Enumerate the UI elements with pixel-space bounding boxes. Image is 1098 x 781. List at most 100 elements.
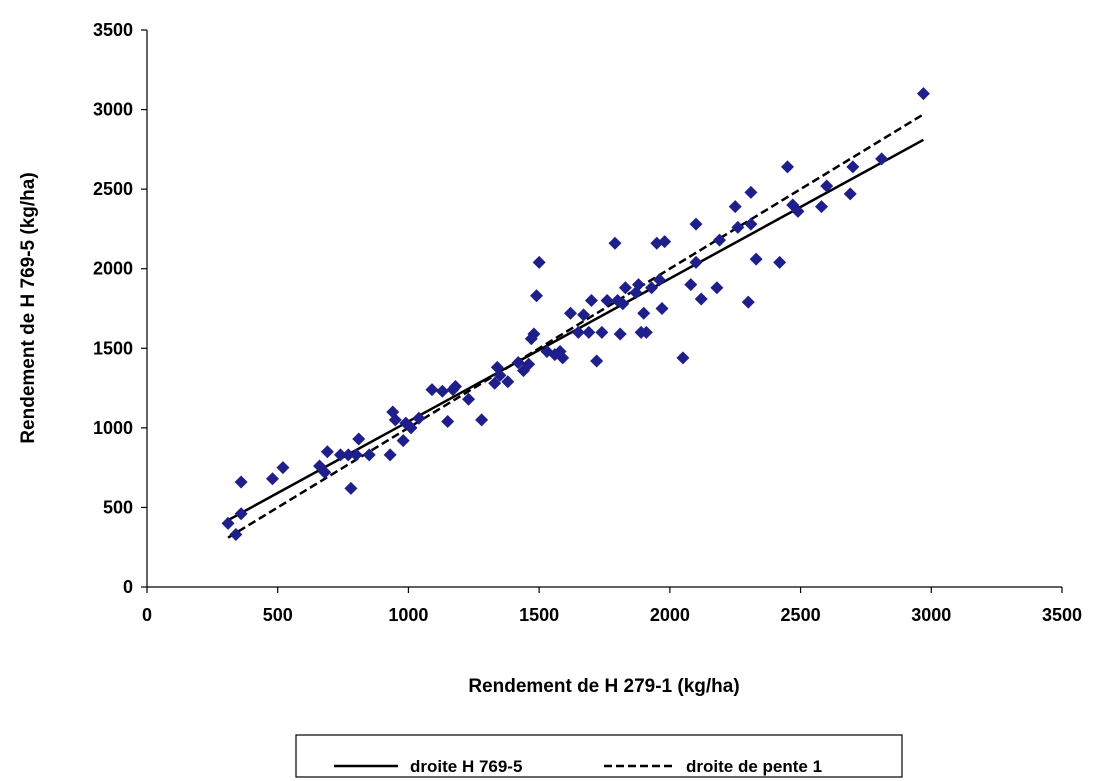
scatter-point — [658, 235, 672, 249]
scatter-point — [425, 383, 439, 397]
scatter-point — [875, 152, 889, 166]
scatter-point — [412, 411, 426, 425]
scatter-point — [229, 527, 243, 541]
scatter-point — [741, 295, 755, 309]
x-tick-label: 500 — [263, 605, 293, 625]
scatter-point — [571, 325, 585, 339]
scatter-point — [820, 179, 834, 193]
scatter-point — [689, 255, 703, 269]
scatter-point — [584, 294, 598, 308]
scatter-point — [318, 465, 332, 479]
scatter-point — [608, 236, 622, 250]
scatter-point — [814, 200, 828, 214]
scatter-point — [441, 414, 455, 428]
scatter-point — [791, 204, 805, 218]
scatter-point — [362, 448, 376, 462]
x-tick-label: 1000 — [388, 605, 428, 625]
scatter-point — [728, 200, 742, 214]
scatter-point — [488, 376, 502, 390]
scatter-point — [689, 217, 703, 231]
scatter-point — [655, 302, 669, 315]
scatter-point — [556, 351, 570, 365]
scatter-point — [744, 185, 758, 199]
x-tick-label: 2500 — [781, 605, 821, 625]
scatter-point — [341, 448, 355, 462]
scatter-point — [694, 292, 708, 306]
scatter-point — [320, 445, 334, 459]
scatter-point — [713, 233, 727, 247]
y-tick-label: 1000 — [93, 418, 133, 438]
x-tick-label: 0 — [142, 605, 152, 625]
scatter-point — [846, 160, 860, 174]
scatter-point — [511, 356, 525, 370]
scatter-point — [652, 273, 666, 287]
scatter-point — [383, 448, 397, 462]
legend-box — [295, 734, 903, 778]
scatter-point — [744, 217, 758, 231]
y-tick-label: 2000 — [93, 259, 133, 279]
scatter-point — [276, 461, 290, 475]
scatter-point — [616, 297, 630, 311]
y-tick-label: 0 — [123, 577, 133, 597]
scatter-point — [404, 421, 418, 435]
scatter-point — [595, 325, 609, 339]
scatter-point — [234, 507, 248, 521]
scatter-point — [916, 87, 930, 101]
plot-area: 0 500 1000 1500 2000 2500 3000 3500 0 500 1000 1500… — [93, 20, 1082, 625]
scatter-point — [749, 252, 763, 266]
scatter-point — [344, 481, 358, 495]
scatter-point — [637, 306, 651, 320]
scatter-point — [618, 281, 632, 295]
scatter-point — [475, 413, 489, 427]
scatter-point — [352, 432, 366, 446]
x-axis-title: Rendement de H 279-1 (kg/ha) — [468, 676, 739, 697]
scatter-point — [532, 255, 546, 269]
series-line-slope-1 — [227, 113, 925, 539]
scatter-point — [590, 354, 604, 368]
y-tick-label: 500 — [103, 497, 133, 517]
scatter-point — [234, 475, 248, 489]
scatter-point — [530, 289, 544, 303]
scatter-point — [388, 413, 402, 427]
y-axis-title: Rendement de H 769-5 (kg/ha) — [18, 172, 39, 443]
x-tick-label: 3000 — [911, 605, 951, 625]
scatter-point — [221, 516, 235, 530]
scatter-point — [710, 281, 724, 295]
legend-label-droite-de-pente-1: droite de pente 1 — [686, 757, 822, 776]
scatter-point — [501, 375, 515, 389]
legend-label-droite-h-769-5: droite H 769-5 — [410, 757, 522, 776]
scatter-point — [582, 325, 596, 339]
scatter-point — [333, 448, 347, 462]
x-tick-label: 1500 — [519, 605, 559, 625]
scatter-point — [684, 278, 698, 292]
scatter-point — [527, 327, 541, 341]
scatter-point — [676, 351, 690, 365]
scatter-point — [435, 384, 449, 398]
y-tick-label: 1500 — [93, 338, 133, 358]
scatter-point — [493, 368, 507, 382]
scatter-point — [639, 325, 653, 339]
scatter-point — [773, 255, 787, 269]
scatter-point — [600, 294, 614, 308]
scatter-point — [781, 160, 794, 174]
scatter-point — [577, 308, 591, 322]
scatter-point — [349, 448, 363, 462]
scatter-point — [462, 392, 476, 406]
scatter-point — [265, 472, 279, 486]
scatter-point — [564, 306, 578, 320]
y-tick-label: 3500 — [93, 20, 133, 40]
scatter-point — [396, 434, 410, 448]
scatter-point — [731, 220, 745, 234]
y-tick-label: 3000 — [93, 100, 133, 120]
scatter-point — [613, 327, 627, 341]
x-tick-label: 2000 — [650, 605, 690, 625]
legend: droite H 769-5 droite de pente 1 — [295, 734, 903, 778]
scatter-point — [631, 278, 645, 292]
scatter-point — [448, 379, 462, 393]
x-tick-label: 3500 — [1042, 605, 1082, 625]
scatter-point — [645, 281, 659, 295]
scatter-point — [522, 357, 536, 371]
scatter-point — [843, 187, 857, 201]
y-tick-label: 2500 — [93, 179, 133, 199]
